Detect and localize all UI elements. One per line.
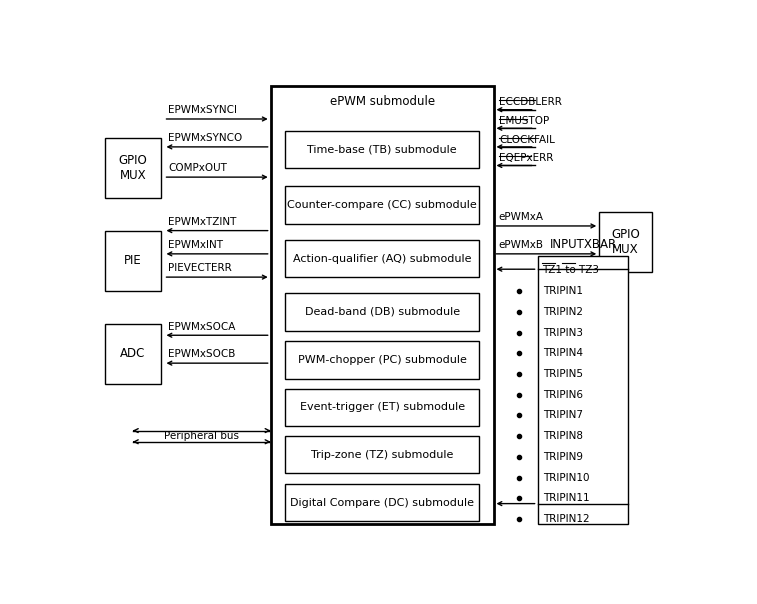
- Text: TRIPIN5: TRIPIN5: [544, 369, 584, 379]
- Text: EPWMxSYNCI: EPWMxSYNCI: [168, 105, 237, 115]
- Bar: [285, 436, 479, 474]
- Text: ePWMxA: ePWMxA: [498, 212, 544, 222]
- Text: Trip-zone (TZ) submodule: Trip-zone (TZ) submodule: [311, 450, 453, 460]
- Text: ePWMxB: ePWMxB: [498, 240, 544, 250]
- Text: TRIPIN12: TRIPIN12: [544, 514, 590, 524]
- Text: Peripheral bus: Peripheral bus: [164, 431, 239, 441]
- Bar: [105, 231, 160, 291]
- Bar: [285, 484, 479, 521]
- Text: TRIPIN6: TRIPIN6: [544, 390, 584, 400]
- Text: TRIPIN7: TRIPIN7: [544, 410, 584, 420]
- Text: TRIPIN1: TRIPIN1: [544, 286, 584, 296]
- Text: PIE: PIE: [124, 254, 142, 268]
- Text: Event-trigger (ET) submodule: Event-trigger (ET) submodule: [300, 402, 465, 413]
- Text: COMPxOUT: COMPxOUT: [168, 164, 227, 173]
- Text: Dead-band (DB) submodule: Dead-band (DB) submodule: [304, 307, 459, 317]
- Text: EPWMxSYNCO: EPWMxSYNCO: [168, 133, 242, 143]
- Text: GPIO
MUX: GPIO MUX: [611, 228, 640, 256]
- Bar: [600, 212, 652, 272]
- Text: PWM-chopper (PC) submodule: PWM-chopper (PC) submodule: [298, 355, 466, 365]
- Text: ECCDBLERR: ECCDBLERR: [500, 97, 562, 108]
- Text: TRIPIN8: TRIPIN8: [544, 431, 584, 441]
- Text: TRIPIN2: TRIPIN2: [544, 307, 584, 316]
- Text: ePWM submodule: ePWM submodule: [329, 95, 435, 108]
- Bar: [285, 240, 479, 277]
- Text: TZ1 to TZ3: TZ1 to TZ3: [542, 265, 600, 275]
- Text: EQEPxERR: EQEPxERR: [500, 153, 554, 163]
- Text: TRIPIN3: TRIPIN3: [544, 327, 584, 338]
- Text: EPWMxSOCB: EPWMxSOCB: [168, 350, 235, 359]
- Text: EPWMxSOCA: EPWMxSOCA: [168, 321, 235, 332]
- Bar: [285, 187, 479, 223]
- Text: EPWMxINT: EPWMxINT: [168, 240, 223, 250]
- Bar: [271, 86, 494, 524]
- Text: EMUSTOP: EMUSTOP: [500, 116, 550, 126]
- Bar: [285, 389, 479, 426]
- Text: Counter-compare (CC) submodule: Counter-compare (CC) submodule: [287, 200, 477, 210]
- Text: ADC: ADC: [120, 347, 145, 361]
- Text: INPUTXBAR: INPUTXBAR: [550, 237, 617, 251]
- Text: Time-base (TB) submodule: Time-base (TB) submodule: [307, 144, 457, 154]
- Text: Action-qualifier (AQ) submodule: Action-qualifier (AQ) submodule: [293, 254, 472, 263]
- Text: EPWMxTZINT: EPWMxTZINT: [168, 217, 237, 227]
- Bar: [285, 130, 479, 168]
- Bar: [285, 341, 479, 379]
- Text: GPIO
MUX: GPIO MUX: [118, 154, 147, 182]
- Bar: [105, 138, 160, 198]
- Text: TRIPIN11: TRIPIN11: [544, 493, 590, 503]
- Bar: [105, 324, 160, 384]
- Text: PIEVECTERR: PIEVECTERR: [168, 263, 232, 274]
- Text: CLOCKFAIL: CLOCKFAIL: [500, 135, 556, 144]
- Bar: [537, 256, 628, 524]
- Text: TRIPIN4: TRIPIN4: [544, 349, 584, 358]
- Bar: [285, 294, 479, 330]
- Text: Digital Compare (DC) submodule: Digital Compare (DC) submodule: [290, 498, 474, 508]
- Text: TRIPIN10: TRIPIN10: [544, 472, 590, 483]
- Text: TRIPIN9: TRIPIN9: [544, 452, 584, 462]
